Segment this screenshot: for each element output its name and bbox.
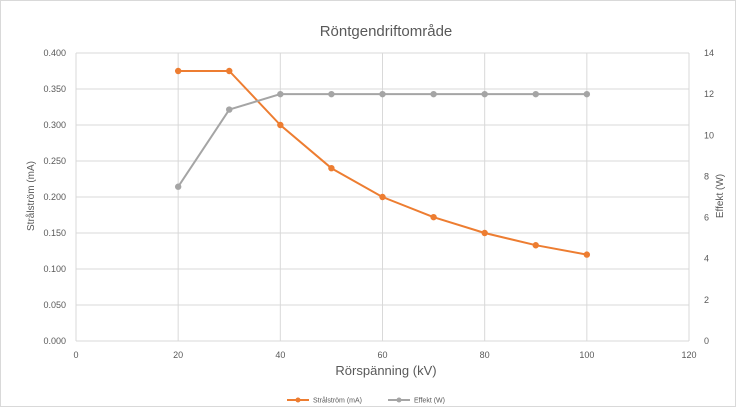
x-axis-title: Rörspänning (kV) xyxy=(335,363,436,378)
y-left-tick-label: 0.050 xyxy=(43,300,66,310)
y-axis-right-title: Effekt (W) xyxy=(715,174,726,218)
y-right-tick-label: 10 xyxy=(704,130,714,140)
data-point-1 xyxy=(379,90,386,98)
legend-marker-0 xyxy=(295,397,301,403)
y-right-tick-label: 8 xyxy=(704,171,709,181)
data-point-1 xyxy=(481,90,488,98)
y-right-tick-label: 6 xyxy=(704,213,709,223)
axes: 0.000 0.050 0.100 0.150 0.200 0.250 0.300 0.350… xyxy=(43,48,714,360)
data-point-1 xyxy=(583,90,591,98)
data-point-0 xyxy=(379,193,386,201)
x-tick-label: 60 xyxy=(377,350,387,360)
y-right-tick-label: 2 xyxy=(704,295,709,305)
data-point-0 xyxy=(277,121,284,129)
y-right-tick-label: 12 xyxy=(704,89,714,99)
x-tick-label: 40 xyxy=(275,350,285,360)
data-point-1 xyxy=(277,90,284,98)
x-tick-label: 20 xyxy=(173,350,183,360)
legend-label-0: Strålström (mA) xyxy=(313,397,362,405)
data-point-0 xyxy=(174,67,182,75)
x-tick-label: 120 xyxy=(681,350,696,360)
y-axis-left-title: Strålström (mA) xyxy=(25,161,37,231)
chart-title: Röntgendriftområde xyxy=(320,23,453,40)
y-left-tick-label: 0.400 xyxy=(43,48,66,58)
y-left-tick-label: 0.000 xyxy=(43,336,66,346)
data-point-0 xyxy=(328,165,335,172)
y-left-tick-label: 0.250 xyxy=(43,156,66,166)
data-point-0 xyxy=(583,251,591,258)
data-point-0 xyxy=(481,229,488,237)
data-point-0 xyxy=(226,67,233,75)
x-tick-label: 0 xyxy=(73,350,78,360)
x-tick-label: 100 xyxy=(579,350,594,360)
data-point-1 xyxy=(174,183,182,190)
y-right-tick-label: 0 xyxy=(704,336,709,346)
y-left-tick-label: 0.150 xyxy=(43,228,66,238)
data-point-1 xyxy=(532,90,539,98)
data-point-1 xyxy=(430,90,437,98)
plot-series xyxy=(174,67,591,258)
y-left-tick-label: 0.200 xyxy=(43,192,66,202)
data-point-0 xyxy=(430,213,437,221)
data-point-1 xyxy=(226,106,233,113)
x-tick-label: 80 xyxy=(480,350,490,360)
data-point-1 xyxy=(328,90,335,98)
y-left-tick-label: 0.350 xyxy=(43,84,66,94)
y-right-tick-label: 4 xyxy=(704,254,709,264)
legend-marker-1 xyxy=(396,397,402,403)
data-point-0 xyxy=(532,242,539,249)
y-left-tick-label: 0.300 xyxy=(43,120,66,130)
y-right-tick-label: 14 xyxy=(704,48,714,58)
legend: Strålström (mA) Effekt (W) xyxy=(287,397,445,405)
legend-label-1: Effekt (W) xyxy=(414,398,445,405)
y-left-tick-label: 0.100 xyxy=(43,264,66,274)
